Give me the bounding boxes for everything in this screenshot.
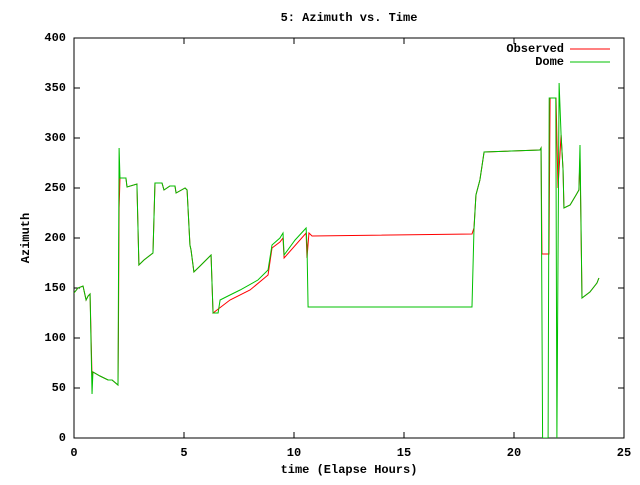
y-tick-label: 150	[44, 281, 66, 295]
chart-title: 5: Azimuth vs. Time	[281, 11, 418, 25]
x-tick-label: 5	[180, 446, 187, 460]
legend-label: Dome	[535, 55, 564, 69]
y-tick-label: 300	[44, 131, 66, 145]
x-tick-label: 15	[397, 446, 411, 460]
x-tick-label: 10	[287, 446, 301, 460]
y-tick-label: 50	[52, 381, 66, 395]
x-tick-label: 20	[507, 446, 521, 460]
y-tick-label: 400	[44, 31, 66, 45]
y-tick-label: 350	[44, 81, 66, 95]
series-line	[74, 82, 600, 438]
y-tick-label: 200	[44, 231, 66, 245]
x-axis-label: time (Elapse Hours)	[281, 463, 418, 477]
y-tick-label: 100	[44, 331, 66, 345]
x-tick-label: 25	[617, 446, 631, 460]
legend-label: Observed	[506, 42, 564, 56]
y-tick-label: 0	[59, 431, 66, 445]
y-axis-label: Azimuth	[19, 213, 33, 263]
x-tick-label: 0	[70, 446, 77, 460]
y-tick-label: 250	[44, 181, 66, 195]
